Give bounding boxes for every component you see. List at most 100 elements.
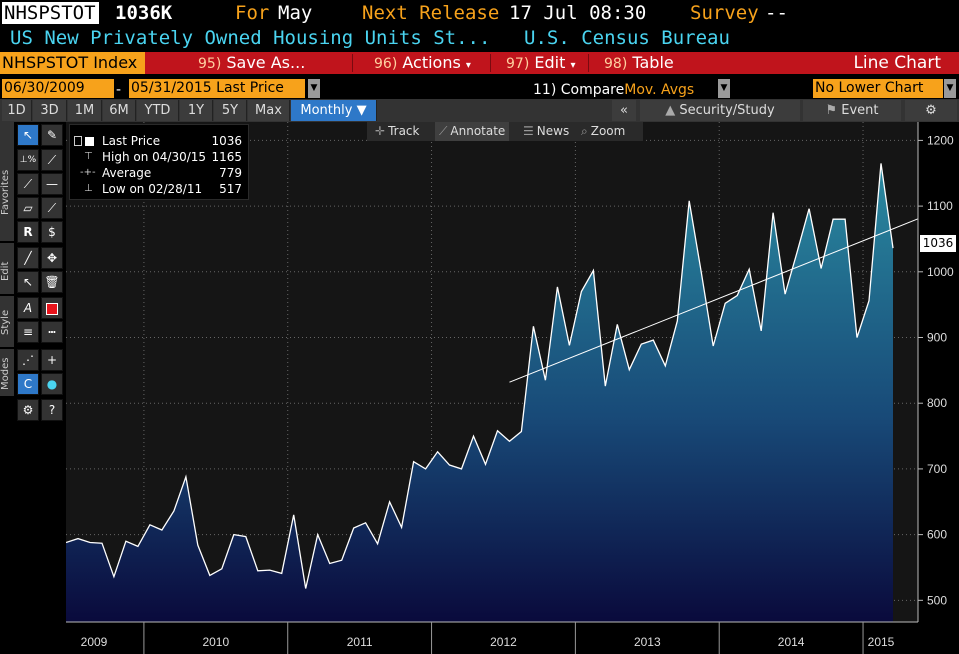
frequency-dropdown[interactable]: Monthly ▼ bbox=[291, 100, 377, 121]
frequency-value: Monthly bbox=[300, 103, 353, 118]
gear-icon: ⚙ bbox=[925, 103, 937, 118]
end-date-field[interactable]: 05/31/2015 Last Price bbox=[129, 79, 305, 98]
start-date-field[interactable]: 06/30/2009 bbox=[2, 79, 114, 98]
line-style-icon[interactable]: ┅ bbox=[41, 321, 63, 343]
dollar-tool-icon[interactable]: $ bbox=[41, 221, 63, 243]
magnet-mode-icon[interactable]: C bbox=[17, 373, 39, 395]
legend-square-icon bbox=[74, 133, 100, 149]
news-label: News bbox=[536, 124, 570, 138]
collapse-button[interactable]: « bbox=[612, 100, 636, 121]
color-mode-icon[interactable]: ● bbox=[41, 373, 63, 395]
legend-high-label: High on 04/30/15 bbox=[102, 150, 207, 164]
y-tick-label: 1100 bbox=[927, 199, 953, 213]
survey-label: Survey bbox=[690, 2, 759, 24]
modes-section[interactable]: Modes bbox=[0, 349, 14, 397]
lower-chart-dropdown-icon[interactable]: ▼ bbox=[944, 79, 956, 98]
period-1m[interactable]: 1M bbox=[68, 100, 102, 121]
select-tool-icon[interactable]: ↖ bbox=[17, 271, 39, 293]
horizontal-line-icon[interactable]: — bbox=[41, 173, 63, 195]
line-tool-icon[interactable]: ⟋ bbox=[41, 149, 63, 171]
trash-icon[interactable]: 🗑 bbox=[41, 271, 63, 293]
annotate-label: Annotate bbox=[450, 124, 506, 138]
next-release-label: Next Release bbox=[362, 2, 500, 24]
y-tick-label: 1200 bbox=[927, 133, 954, 147]
pointer-tool-icon[interactable]: ↖ bbox=[17, 124, 39, 146]
period-ytd[interactable]: YTD bbox=[137, 100, 179, 121]
period-3d[interactable]: 3D bbox=[33, 100, 67, 121]
period-max[interactable]: Max bbox=[248, 100, 290, 121]
chart-type-label[interactable]: Line Chart bbox=[853, 53, 941, 73]
favorites-section[interactable]: Favorites bbox=[0, 122, 14, 242]
y-tick-label: 800 bbox=[927, 396, 947, 410]
chart-area[interactable]: 500 600 700 800 900 1000 1100 1200 2009 2010 2011… bbox=[66, 122, 959, 654]
period-1y[interactable]: 1Y bbox=[180, 100, 213, 121]
period-6m[interactable]: 6M bbox=[103, 100, 136, 121]
date-range-dash: - bbox=[116, 82, 122, 98]
crosshair-tool-icon[interactable]: + bbox=[41, 349, 63, 371]
ray-tool-icon[interactable]: ⟋ bbox=[41, 197, 63, 219]
help-icon[interactable]: ? bbox=[41, 399, 63, 421]
lower-chart-field[interactable]: No Lower Chart bbox=[813, 79, 943, 98]
date-range-row: 06/30/2009 - 05/31/2015 Last Price ▼ 11)… bbox=[0, 77, 959, 99]
legend[interactable]: Last Price 1036 ⊤ High on 04/30/15 1165 … bbox=[69, 124, 249, 200]
edit-menu[interactable]: 97) Edit ▾ bbox=[506, 52, 575, 77]
edit-section-label: Edit bbox=[0, 261, 11, 281]
description-row: US New Privately Owned Housing Units St.… bbox=[0, 26, 959, 50]
trendline-tool-icon[interactable]: ⟋ bbox=[17, 173, 39, 195]
event-tab[interactable]: ⚑ Event bbox=[803, 100, 901, 121]
compare-number: 11) bbox=[533, 82, 557, 98]
line-weight-icon[interactable]: ≡ bbox=[17, 321, 39, 343]
period-1d[interactable]: 1D bbox=[2, 100, 32, 121]
table-number: 98) bbox=[604, 56, 628, 72]
legend-last-price: Last Price 1036 bbox=[74, 133, 242, 149]
settings-button[interactable]: ⚙ bbox=[905, 100, 957, 121]
legend-low-value: 517 bbox=[219, 182, 242, 196]
pattern-tool-icon[interactable]: ⋰ bbox=[17, 349, 39, 371]
chart-svg[interactable]: 500 600 700 800 900 1000 1100 1200 2009 2010 2011… bbox=[66, 122, 959, 654]
legend-last-label: Last Price bbox=[102, 134, 161, 148]
security-study-label: Security/Study bbox=[679, 103, 775, 118]
retracement-tool-icon[interactable]: R bbox=[17, 221, 39, 243]
legend-last-value: 1036 bbox=[211, 134, 242, 148]
x-tick-label: 2013 bbox=[634, 635, 661, 649]
actions-menu[interactable]: 96) Actions ▾ bbox=[374, 52, 471, 77]
period-5y[interactable]: 5Y bbox=[214, 100, 247, 121]
legend-avg-label: Average bbox=[102, 166, 152, 180]
for-label: For bbox=[235, 2, 270, 24]
percent-tool-icon[interactable]: ⊥% bbox=[17, 149, 39, 171]
price-field-dropdown-icon[interactable]: ▼ bbox=[308, 79, 320, 98]
actions-label: Actions bbox=[402, 53, 461, 72]
brush-tool-icon[interactable]: ╱ bbox=[17, 247, 39, 269]
save-as-button[interactable]: 95) Save As... bbox=[198, 52, 305, 75]
legend-high-value: 1165 bbox=[211, 150, 242, 164]
actions-number: 96) bbox=[374, 56, 398, 72]
actions-dropdown-icon: ▾ bbox=[465, 60, 471, 71]
edit-section[interactable]: Edit bbox=[0, 243, 14, 295]
font-tool-icon[interactable]: A bbox=[17, 297, 39, 319]
trendline[interactable] bbox=[509, 218, 919, 383]
x-tick-label: 2010 bbox=[202, 635, 229, 649]
gear-settings-icon[interactable]: ⚙ bbox=[17, 399, 39, 421]
table-button[interactable]: 98) Table bbox=[604, 52, 674, 75]
compare-control[interactable]: 11) CompareMov. Avgs bbox=[533, 79, 694, 101]
zoom-button[interactable]: ⌕ Zoom bbox=[581, 122, 625, 141]
style-section[interactable]: Style bbox=[0, 296, 14, 348]
annotate-button[interactable]: ⟋ Annotate bbox=[435, 122, 510, 141]
channel-tool-icon[interactable]: ▱ bbox=[17, 197, 39, 219]
next-release-value: 17 Jul 08:30 bbox=[509, 2, 647, 24]
y-tick-label: 900 bbox=[927, 331, 947, 345]
pen-tool-icon[interactable]: ✎ bbox=[41, 124, 63, 146]
color-picker-icon[interactable] bbox=[41, 297, 63, 319]
index-label[interactable]: NHSPSTOT Index bbox=[0, 52, 146, 74]
track-label: Track bbox=[388, 124, 420, 138]
average-marker-icon: -+- bbox=[80, 167, 96, 178]
compare-dropdown-icon[interactable]: ▼ bbox=[718, 79, 730, 98]
track-button[interactable]: ✛ Track bbox=[375, 122, 419, 141]
move-tool-icon[interactable]: ✥ bbox=[41, 247, 63, 269]
ticker-symbol[interactable]: NHSPSTOT bbox=[2, 2, 99, 24]
security-study-tab[interactable]: ▲ Security/Study bbox=[640, 100, 800, 121]
edit-dropdown-icon: ▾ bbox=[570, 60, 576, 71]
period-bar: 1D 3D 1M 6M YTD 1Y 5Y Max Monthly ▼ « ▲ … bbox=[0, 99, 959, 122]
news-button[interactable]: ☰ News bbox=[523, 122, 569, 141]
save-as-number: 95) bbox=[198, 56, 222, 72]
